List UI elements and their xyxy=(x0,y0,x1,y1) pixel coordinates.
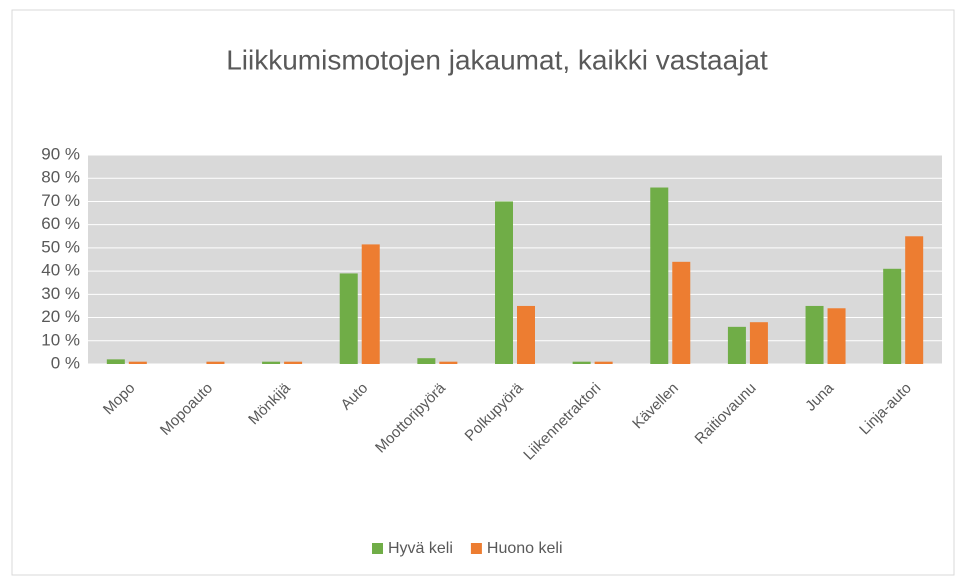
bar xyxy=(805,305,824,364)
bar xyxy=(594,361,613,364)
y-tick-label: 70 % xyxy=(41,191,80,210)
bar xyxy=(749,322,768,364)
bar xyxy=(672,261,691,364)
bar xyxy=(128,361,147,364)
legend-swatch xyxy=(372,543,383,554)
y-tick-label: 90 % xyxy=(41,144,80,163)
bar xyxy=(106,359,125,364)
bar xyxy=(439,361,458,364)
chart-title: Liikkumismotojen jakaumat, kaikki vastaa… xyxy=(226,44,768,75)
legend-swatch xyxy=(470,543,482,554)
bar xyxy=(262,361,281,364)
legend-label: Huono keli xyxy=(487,540,563,557)
y-tick-label: 60 % xyxy=(41,214,80,233)
bar xyxy=(495,201,513,364)
y-tick-label: 80 % xyxy=(41,168,80,187)
bar xyxy=(827,308,846,364)
bar xyxy=(650,187,669,364)
bar xyxy=(206,361,225,364)
bar xyxy=(905,236,924,364)
plot-area xyxy=(88,155,942,364)
y-tick-label: 50 % xyxy=(41,237,80,256)
bar xyxy=(361,244,380,364)
y-tick-label: 10 % xyxy=(41,330,80,349)
bar xyxy=(883,268,902,364)
y-tick-label: 0 % xyxy=(51,353,80,372)
y-tick-label: 30 % xyxy=(41,284,80,303)
bar xyxy=(417,358,436,364)
bar xyxy=(284,361,303,364)
bar xyxy=(572,361,591,364)
legend-label: Hyvä keli xyxy=(388,540,453,557)
bar xyxy=(517,305,535,364)
y-tick-label: 40 % xyxy=(41,261,80,280)
bar xyxy=(727,326,746,364)
bar xyxy=(339,273,358,364)
y-tick-label: 20 % xyxy=(41,307,80,326)
